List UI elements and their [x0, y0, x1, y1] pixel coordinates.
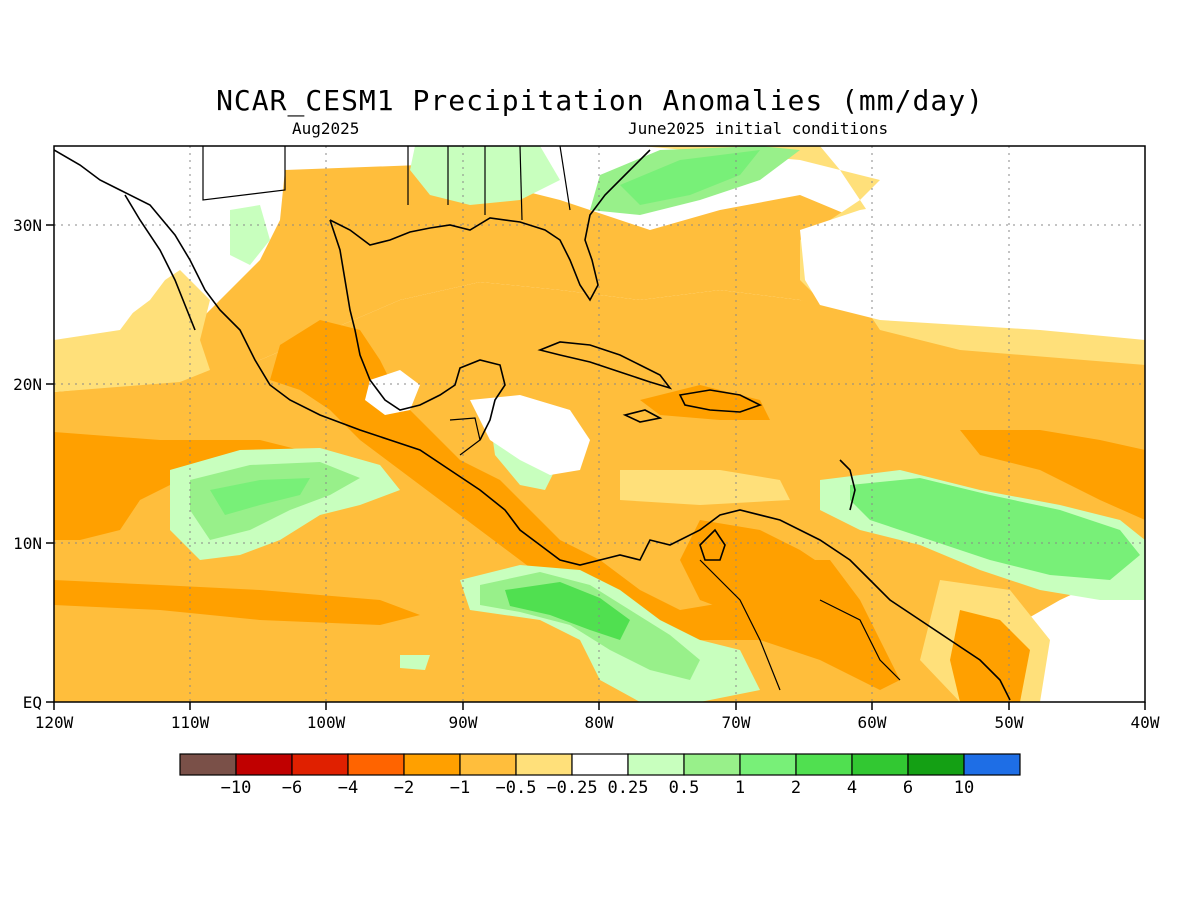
colorbar-label: 0.5: [669, 778, 700, 798]
y-tick-label: 30N: [13, 216, 42, 235]
y-tick-label: EQ: [23, 693, 42, 712]
coastlines: [54, 149, 1011, 701]
anomaly-field: [54, 146, 1145, 702]
colorbar-swatch: [179, 753, 237, 776]
political-borders: [202, 146, 901, 691]
grid-lines: [54, 146, 1145, 702]
colorbar-label: −6: [282, 778, 302, 798]
x-tick-label: 70W: [722, 713, 751, 732]
y-axis-labels: EQ 10N 20N 30N: [13, 216, 42, 712]
x-tick-label: 60W: [858, 713, 887, 732]
colorbar-swatch: [403, 753, 461, 776]
colorbar-swatch: [235, 753, 293, 776]
colorbar-label: 2: [791, 778, 801, 798]
colorbar-swatch: [347, 753, 405, 776]
colorbar-swatch: [459, 753, 517, 776]
axis-ticks: [46, 224, 1146, 710]
colorbar-label: −0.25: [546, 778, 597, 798]
x-tick-label: 50W: [995, 713, 1024, 732]
colorbar-label: 0.25: [608, 778, 649, 798]
x-tick-label: 80W: [585, 713, 614, 732]
colorbar-swatch: [795, 753, 853, 776]
colorbar-label: −10: [221, 778, 252, 798]
colorbar-label: 1: [735, 778, 745, 798]
colorbar-swatch: [963, 753, 1021, 776]
colorbar-swatch: [515, 753, 573, 776]
colorbar-label: −4: [338, 778, 358, 798]
forecast-month: Aug2025: [292, 119, 360, 138]
y-tick-label: 10N: [13, 534, 42, 553]
light-dry-west: [54, 270, 210, 392]
x-tick-label: 40W: [1131, 713, 1160, 732]
colorbar: −10 −6 −4 −2 −1 −0.5 −0.25 0.25 0.5 1 2 4 6 10: [179, 753, 1021, 798]
x-tick-label: 120W: [35, 713, 74, 732]
colorbar-label: 6: [903, 778, 913, 798]
initial-conditions-label: June2025 initial conditions: [628, 119, 889, 138]
colorbar-swatch: [683, 753, 741, 776]
colorbar-label: −2: [394, 778, 414, 798]
colorbar-swatch: [907, 753, 965, 776]
map-title: NCAR_CESM1 Precipitation Anomalies (mm/d…: [216, 84, 984, 117]
x-tick-label: 110W: [171, 713, 210, 732]
colorbar-swatch: [851, 753, 909, 776]
light-dry-north: [640, 146, 1145, 365]
colorbar-swatch: [571, 753, 629, 776]
x-tick-label: 90W: [449, 713, 478, 732]
x-tick-label: 100W: [307, 713, 346, 732]
colorbar-swatch: [739, 753, 797, 776]
colorbar-label: 10: [954, 778, 974, 798]
x-axis-labels: 120W 110W 100W 90W 80W 70W 60W 50W 40W: [35, 713, 1160, 732]
colorbar-swatch: [291, 753, 349, 776]
colorbar-swatch: [627, 753, 685, 776]
y-tick-label: 20N: [13, 375, 42, 394]
colorbar-label: −1: [450, 778, 470, 798]
colorbar-label: 4: [847, 778, 857, 798]
colorbar-label: −0.5: [496, 778, 537, 798]
